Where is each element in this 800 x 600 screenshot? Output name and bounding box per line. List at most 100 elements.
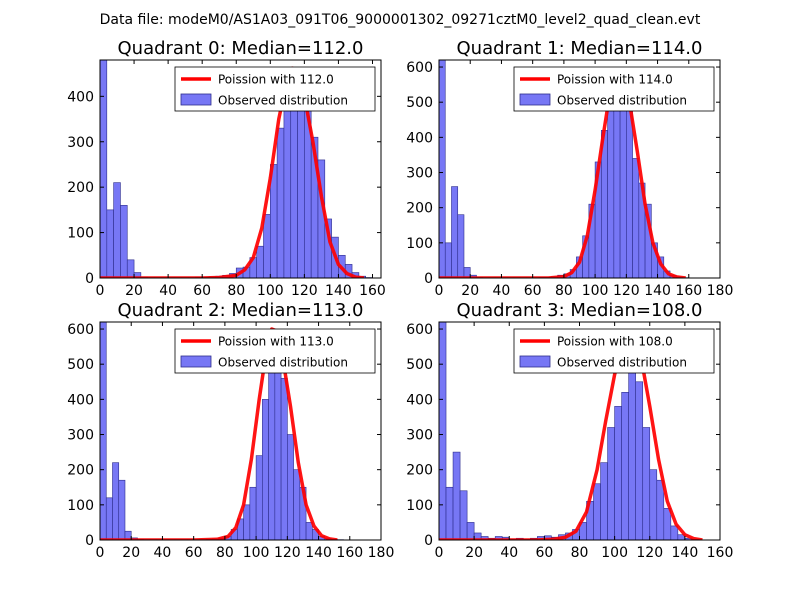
quadrant-3-ytick-label: 600 [406,322,433,338]
quadrant-2-xtick-label: 100 [243,545,270,561]
quadrant-1-xtick-label: 80 [555,283,573,299]
quadrant-2-xtick-label: 20 [122,545,140,561]
quadrant-2-xtick-label: 60 [185,545,203,561]
quadrant-0-legend: Poission with 112.0 Observed distribution [174,66,376,112]
quadrant-3-ytick-label: 0 [424,533,433,549]
quadrant-0-bar [256,245,264,278]
quadrant-3-bar [452,451,461,540]
quadrant-1-ytick-label: 200 [406,201,433,217]
quadrant-0-ytick-label: 0 [85,271,94,287]
quadrant-3-ytick-label: 200 [406,463,433,479]
quadrant-3-xtick-label: 0 [435,545,444,561]
quadrant-2-ytick-label: 500 [67,357,94,373]
quadrant-2-title: Quadrant 2: Median=113.0 [118,300,364,321]
quadrant-3-bar [593,483,601,540]
quadrant-0-ytick-label: 400 [67,89,94,105]
quadrant-2-bar [112,462,120,540]
quadrant-3-chart: 0 20 40 60 80 100 120 140 160 0 100 200 300 400 500 600… [406,300,733,561]
quadrant-0-axes-frame [99,59,382,279]
quadrant-0-xtick-label: 120 [291,283,318,299]
quadrant-1-bar [619,94,627,278]
quadrant-0-legend-bar-label: Observed distribution [218,94,348,108]
quadrant-3-bar [466,522,475,540]
quadrant-2-bar [262,399,269,540]
quadrant-0-xtick-label: 60 [193,283,211,299]
quadrant-1-xtick-label: 120 [613,283,640,299]
quadrant-0-xtick-label: 20 [125,283,143,299]
quadrant-1-bar [626,105,633,278]
quadrant-2-xtick-label: 180 [368,545,395,561]
quadrant-2-xtick-label: 120 [274,545,301,561]
quadrant-2-bar [255,455,263,540]
quadrant-2-xtick-label: 40 [154,545,172,561]
quadrant-1-xtick-label: 40 [493,283,511,299]
quadrant-1-bar [632,158,640,278]
quadrant-2-ytick-label: 300 [67,428,94,444]
quadrant-0-bar [276,127,285,278]
quadrant-1-legend-bar-swatch [519,93,551,106]
quadrant-1-xtick-label: 0 [435,283,444,299]
quadrant-3-bar [439,322,447,540]
quadrant-2-bar [268,353,276,540]
quadrant-2-ytick-label: 600 [67,322,94,338]
quadrant-0-bar [100,60,108,278]
figure-suptitle: Data file: modeM0/AS1A03_091T06_90000013… [100,12,701,28]
quadrant-3-ytick-label: 300 [406,428,433,444]
quadrant-3-legend-line-label: Poission with 108.0 [557,335,673,349]
quadrant-2-ytick-label: 200 [67,463,94,479]
quadrant-0-ytick-label: 200 [67,180,94,196]
quadrant-3-bar [607,427,615,540]
quadrant-1-ytick-label: 0 [424,271,433,287]
quadrant-2-bars [100,322,344,540]
quadrant-3-bars [439,322,700,540]
quadrant-2-chart: 0 20 40 60 80 100 120 140 160 1800100200300400500… [67,300,394,561]
quadrant-0-xtick-label: 80 [227,283,245,299]
quadrant-1-ytick-label: 600 [406,60,433,76]
quadrant-0-legend-line-label: Poission with 112.0 [218,73,334,87]
quadrant-0-xtick-label: 100 [257,283,284,299]
quadrant-0-chart: 0 20 40 60 80 100 120 140 160 0 100 200 300 400 Quadra… [67,38,386,299]
quadrant-2-axes-frame [99,321,382,541]
quadrant-1-ytick-label: 100 [406,236,433,252]
quadrant-1-bar [457,214,465,278]
quadrant-0-ytick-label: 300 [67,135,94,151]
quadrant-3-xtick-label: 160 [707,545,734,561]
quadrant-3-bar [628,356,636,540]
quadrant-3-ytick-label: 400 [406,392,433,408]
quadrant-3-bar [670,525,679,540]
quadrant-2-bar [287,434,294,540]
quadrant-1-legend-line-label: Poission with 114.0 [557,73,673,87]
quadrant-2-bar [105,497,113,540]
quadrant-2-bar [249,486,257,540]
quadrant-3-bar [614,406,622,540]
quadrant-3-xtick-label: 100 [601,545,628,561]
quadrant-1-xtick-label: 180 [707,283,734,299]
quadrant-1-ytick-label: 500 [406,95,433,111]
quadrant-0-xtick-label: 160 [359,283,386,299]
quadrant-3-ytick-label: 500 [406,357,433,373]
quadrant-1-xtick-label: 100 [582,283,609,299]
quadrant-3-bar [459,490,468,540]
quadrant-3-xtick-label: 120 [636,545,663,561]
quadrant-2-bar [280,377,288,540]
quadrant-1-legend: Poission with 114.0 Observed distribution [513,66,715,112]
quadrant-2-bar [118,479,126,540]
quadrant-3-bar [445,486,454,540]
quadrant-1-ytick-label: 400 [406,130,433,146]
quadrant-1-chart: 0 20 40 60 80 100 120 140 160 1800100200300400500… [406,38,733,299]
quadrant-0-legend-bar-swatch [180,93,212,106]
quadrant-1-bar [439,60,446,278]
quadrant-3-ytick-label: 100 [406,498,433,514]
quadrant-1-xtick-label: 160 [675,283,702,299]
quadrant-0-title: Quadrant 0: Median=112.0 [118,38,364,59]
quadrant-3-xtick-label: 20 [465,545,483,561]
quadrant-3-bar [649,469,658,540]
quadrant-3-xtick-label: 140 [672,545,699,561]
quadrant-0-xtick-label: 140 [325,283,352,299]
quadrant-2-ytick-label: 400 [67,392,94,408]
quadrant-2-xtick-label: 160 [336,545,363,561]
quadrant-2-legend-bar-label: Observed distribution [218,356,348,370]
quadrant-0-bar [263,214,271,278]
quadrant-0-bar [120,205,128,278]
